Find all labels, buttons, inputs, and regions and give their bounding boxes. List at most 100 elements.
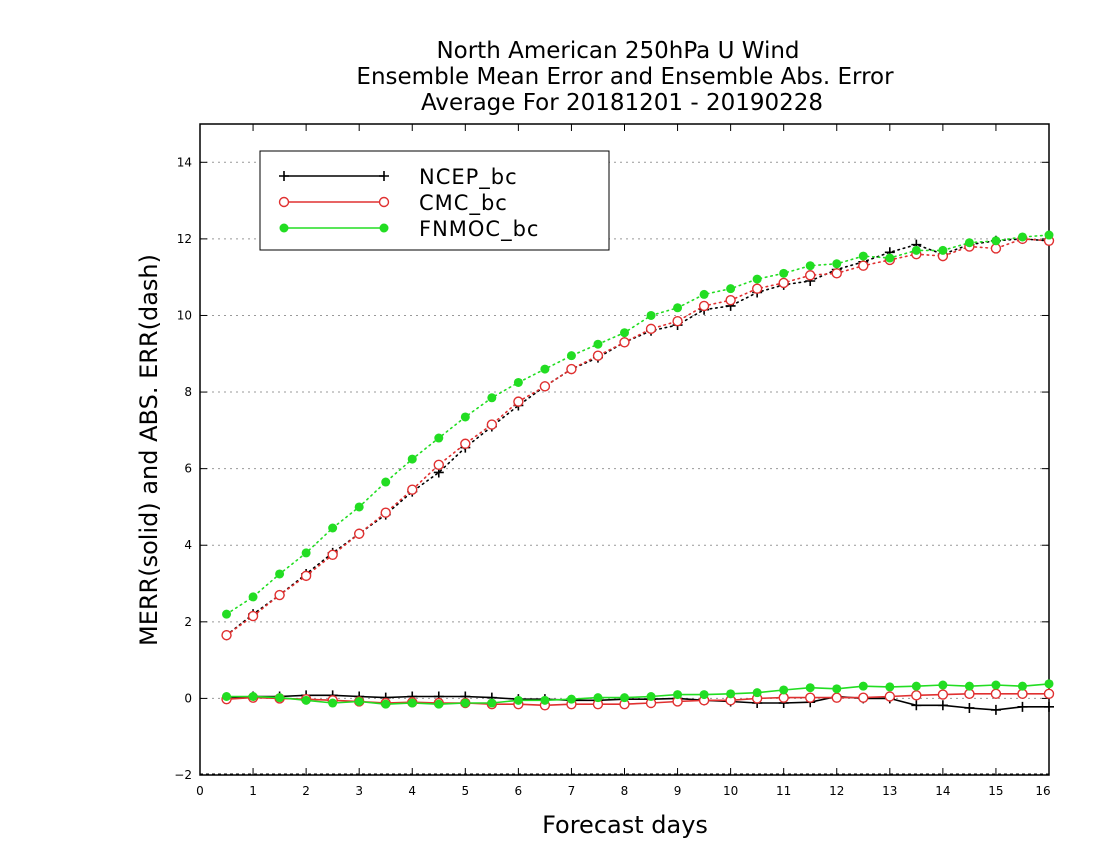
x-tick-label: 1 xyxy=(249,784,257,798)
x-tick-label: 13 xyxy=(882,784,897,798)
data-point xyxy=(990,688,1002,700)
data-point xyxy=(620,328,629,338)
data-point xyxy=(381,477,391,487)
data-point xyxy=(752,274,762,284)
y-tick-label: 10 xyxy=(177,308,192,322)
data-point xyxy=(540,364,550,374)
data-point xyxy=(1017,701,1028,712)
data-point xyxy=(752,688,762,698)
x-tick-label: 9 xyxy=(674,784,682,798)
data-point xyxy=(593,339,603,349)
data-point xyxy=(513,377,523,387)
data-point xyxy=(885,682,895,692)
data-point xyxy=(831,268,842,279)
data-point xyxy=(778,277,789,289)
series-cmc_bc xyxy=(221,233,1055,711)
data-point xyxy=(778,692,789,703)
data-point xyxy=(964,681,974,691)
data-point xyxy=(407,484,418,495)
data-point xyxy=(328,523,338,533)
data-point xyxy=(434,433,444,443)
chart-title-line-2: Ensemble Mean Error and Ensemble Abs. Er… xyxy=(356,64,894,90)
legend-label: CMC_bc xyxy=(419,191,508,216)
x-tick-label: 5 xyxy=(461,784,469,798)
data-point xyxy=(221,630,232,641)
data-point xyxy=(513,695,523,705)
data-point xyxy=(1044,230,1054,240)
data-point xyxy=(248,592,258,602)
data-point xyxy=(222,691,232,701)
data-point xyxy=(327,549,338,561)
data-point xyxy=(964,688,975,700)
data-point xyxy=(539,381,551,392)
data-point xyxy=(274,589,285,601)
data-point xyxy=(911,700,922,711)
abs-err-line xyxy=(225,238,1050,637)
data-point xyxy=(725,294,736,306)
data-point xyxy=(460,438,471,449)
data-point xyxy=(222,609,232,619)
data-point xyxy=(937,689,949,700)
data-point xyxy=(378,196,390,208)
data-point xyxy=(858,260,869,271)
data-point xyxy=(354,696,364,706)
data-point xyxy=(513,396,524,407)
data-point xyxy=(248,691,258,701)
legend-box xyxy=(259,150,610,251)
data-point xyxy=(726,284,736,294)
data-point xyxy=(805,261,815,271)
data-point xyxy=(434,699,444,709)
data-point xyxy=(937,700,948,711)
x-tick-label: 14 xyxy=(935,784,950,798)
data-point xyxy=(379,171,389,181)
data-point xyxy=(433,459,444,471)
data-point xyxy=(911,690,922,701)
data-point xyxy=(991,680,1001,690)
data-point xyxy=(805,692,816,703)
data-point xyxy=(1017,232,1027,242)
chart-title-line-1: North American 250hPa U Wind xyxy=(436,38,799,64)
data-point xyxy=(487,393,497,403)
legend-label: NCEP_bc xyxy=(419,165,518,190)
y-tick-label: 0 xyxy=(184,691,192,705)
data-point xyxy=(247,610,259,622)
data-point xyxy=(1044,701,1054,712)
data-point xyxy=(460,412,470,422)
data-point xyxy=(381,699,391,709)
series-layer xyxy=(221,230,1055,715)
data-point xyxy=(407,698,417,708)
data-point xyxy=(911,245,921,255)
chart-title: North American 250hPa U Wind Ensemble Me… xyxy=(356,38,894,116)
data-point xyxy=(566,694,576,704)
series-ncep_bc xyxy=(221,233,1054,715)
y-tick-label: 14 xyxy=(177,155,192,169)
data-point xyxy=(486,419,498,430)
data-point xyxy=(964,702,975,713)
series-fnmoc_bc xyxy=(222,230,1054,709)
x-tick-label: 11 xyxy=(776,784,791,798)
data-point xyxy=(380,507,391,518)
data-point xyxy=(593,693,603,703)
y-tick-label: 4 xyxy=(184,538,192,552)
legend-label: FNMOC_bc xyxy=(419,217,539,242)
data-point xyxy=(354,502,364,512)
data-point xyxy=(858,681,868,691)
data-point xyxy=(991,236,1001,246)
x-tick-label: 7 xyxy=(568,784,576,798)
x-tick-label: 3 xyxy=(355,784,363,798)
data-point xyxy=(619,337,630,348)
data-point xyxy=(1017,681,1027,691)
data-point xyxy=(379,223,389,233)
x-tick-label: 6 xyxy=(515,784,523,798)
data-point xyxy=(673,303,683,313)
data-point xyxy=(751,283,763,294)
data-point xyxy=(672,316,683,327)
data-point xyxy=(328,698,338,708)
y-tick-label: 12 xyxy=(177,232,192,246)
x-tick-label: 8 xyxy=(621,784,629,798)
data-point xyxy=(673,690,683,700)
data-point xyxy=(487,698,497,708)
data-point xyxy=(990,243,1002,254)
